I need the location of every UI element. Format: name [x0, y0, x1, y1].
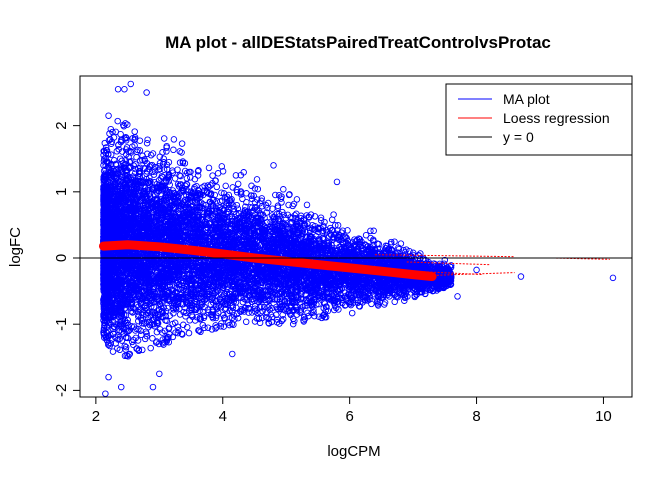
ma-point — [183, 175, 191, 182]
ma-point — [370, 227, 377, 235]
ma-point — [237, 308, 244, 315]
ma-point — [178, 149, 185, 156]
ma-point — [242, 318, 250, 326]
ma-point — [382, 244, 390, 252]
ma-point — [122, 343, 130, 351]
ma-point — [185, 329, 193, 337]
ma-point — [213, 183, 221, 191]
ma-point — [304, 309, 311, 317]
ma-point — [199, 308, 207, 316]
ma-point — [179, 158, 187, 165]
ma-point — [264, 204, 271, 212]
ma-point — [254, 185, 262, 193]
ma-point — [317, 217, 325, 224]
ma-point — [163, 148, 170, 155]
ma-point — [147, 344, 154, 352]
ma-point — [131, 128, 138, 135]
ma-point — [159, 149, 166, 156]
ma-point — [115, 145, 122, 153]
ma-point — [209, 172, 216, 179]
ma-point — [133, 153, 140, 161]
ma-point — [149, 335, 156, 342]
ma-point — [101, 148, 108, 155]
ma-point — [176, 148, 184, 155]
ma-point — [109, 325, 117, 333]
ma-point — [234, 180, 242, 188]
ma-point — [176, 172, 183, 179]
ma-point — [264, 199, 272, 207]
chart-title: MA plot - allDEStatsPairedTreatControlvs… — [165, 33, 551, 52]
ma-point — [178, 140, 186, 147]
ma-point — [387, 238, 395, 246]
ma-point — [220, 314, 228, 322]
ma-point — [160, 135, 168, 142]
ma-point — [330, 211, 337, 218]
ma-point — [143, 139, 151, 147]
ma-point — [253, 176, 261, 183]
ma-point — [121, 342, 129, 350]
ma-point — [174, 329, 182, 337]
ma-point — [170, 136, 178, 143]
ma-point — [112, 128, 120, 136]
ma-point — [205, 220, 213, 228]
ma-point — [391, 238, 398, 245]
ma-point — [136, 147, 144, 154]
ma-point — [132, 161, 139, 168]
ma-point — [344, 227, 351, 234]
